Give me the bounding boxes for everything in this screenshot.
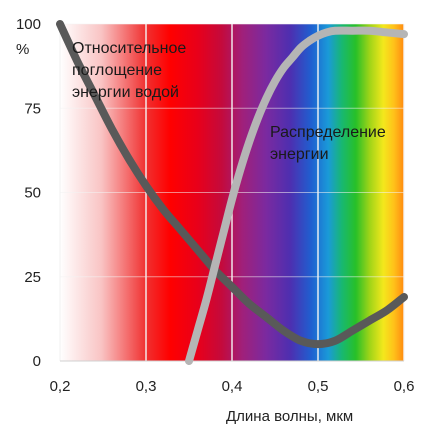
tick-labels: 0,2 0,3 0,4 0,5 0,6 0 25 50 75 100	[16, 16, 414, 395]
annotation-water-absorption: Относительное поглощение энергии водой	[72, 40, 186, 101]
x-tick-label: 0,4	[222, 378, 243, 395]
annotation-line: энергии	[270, 146, 329, 163]
y-tick-label: 25	[24, 269, 41, 286]
annotation-energy-distribution: Распределение энергии	[270, 124, 386, 163]
x-tick-label: 0,6	[394, 378, 415, 395]
energy-distribution-curve	[185, 26, 408, 365]
series-layer	[56, 20, 408, 365]
y-tick-label: 100	[16, 16, 41, 33]
annotation-line: энергии водой	[72, 84, 179, 101]
x-tick-label: 0,5	[308, 378, 329, 395]
annotation-line: Распределение	[270, 124, 386, 141]
x-axis-title: Длина волны, мкм	[226, 408, 353, 425]
annotation-line: поглощение	[72, 62, 162, 79]
y-axis-title: %	[16, 41, 29, 58]
water-absorption-curve	[56, 20, 408, 349]
y-tick-label: 75	[24, 100, 41, 117]
y-tick-label: 50	[24, 185, 41, 202]
annotation-line: Относительное	[72, 40, 186, 57]
annotations: Относительное поглощение энергии водой Расп…	[72, 40, 386, 163]
x-tick-label: 0,3	[136, 378, 157, 395]
y-tick-label: 0	[33, 353, 41, 370]
x-tick-label: 0,2	[50, 378, 71, 395]
